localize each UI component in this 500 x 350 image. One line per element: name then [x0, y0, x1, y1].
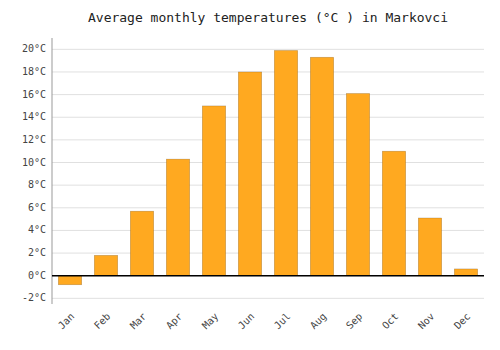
bar — [346, 93, 369, 275]
background — [0, 0, 500, 350]
bar — [166, 159, 189, 276]
grid-line — [52, 71, 484, 72]
x-tick-label: Jul — [272, 311, 293, 332]
x-tick-label: Aug — [308, 311, 329, 332]
y-tick-label: 18°C — [22, 66, 46, 77]
chart: Average monthly temperatures (°C ) in Ma… — [0, 0, 500, 350]
x-tick-label: Dec — [452, 311, 473, 332]
bar — [310, 57, 333, 275]
bars — [58, 50, 477, 284]
x-tick-label: Mar — [128, 311, 149, 332]
title: Average monthly temperatures (°C ) in Ma… — [88, 10, 448, 25]
grid-line — [52, 139, 484, 140]
x-tick-label: Oct — [380, 311, 401, 332]
grid-line — [52, 185, 484, 186]
bar — [130, 211, 153, 276]
grid — [52, 49, 484, 298]
y-tick-label: 14°C — [22, 111, 46, 122]
x-tick-label: May — [200, 311, 221, 332]
grid-line — [52, 117, 484, 118]
grid-line — [52, 94, 484, 95]
bar — [58, 276, 81, 285]
y-tick-label: 12°C — [22, 134, 46, 145]
y-tick-label: 20°C — [22, 43, 46, 54]
x-tick-label: Feb — [92, 311, 113, 332]
grid-line — [52, 275, 484, 276]
grid-line — [52, 162, 484, 163]
bar — [382, 151, 405, 276]
y-tick-label: 16°C — [22, 89, 46, 100]
bar — [274, 50, 297, 275]
y-tick-label: -2°C — [22, 292, 46, 303]
bar — [94, 255, 117, 275]
x-tick-label: Nov — [416, 311, 437, 332]
bar — [238, 72, 261, 276]
y-tick-label: 4°C — [28, 224, 46, 235]
y-tick-labels: -2°C 0°C 2°C 4°C 6°C 8°C 10°C 12°C 14°C 16°C 18°C 2… — [22, 43, 46, 303]
y-axis-line — [52, 38, 53, 304]
x-tick-labels: Jan Feb Mar Apr May Jun Jul Aug Sep Oct Nov Dec — [56, 311, 473, 332]
x-tick-label: Sep — [344, 311, 365, 332]
y-tick-label: 2°C — [28, 247, 46, 258]
y-tick-label: 8°C — [28, 179, 46, 190]
grid-line — [52, 49, 484, 50]
grid-line — [52, 298, 484, 299]
zero-line — [52, 275, 484, 277]
x-tick-label: Jun — [236, 311, 257, 332]
x-tick-label: Apr — [164, 311, 185, 332]
y-tick-label: 10°C — [22, 157, 46, 168]
bar — [418, 218, 441, 276]
x-tick-label: Jan — [56, 311, 77, 332]
y-tick-label: 0°C — [28, 270, 46, 281]
y-tick-label: 6°C — [28, 202, 46, 213]
bar — [454, 269, 477, 276]
grid-line — [52, 207, 484, 208]
bar — [202, 106, 225, 276]
